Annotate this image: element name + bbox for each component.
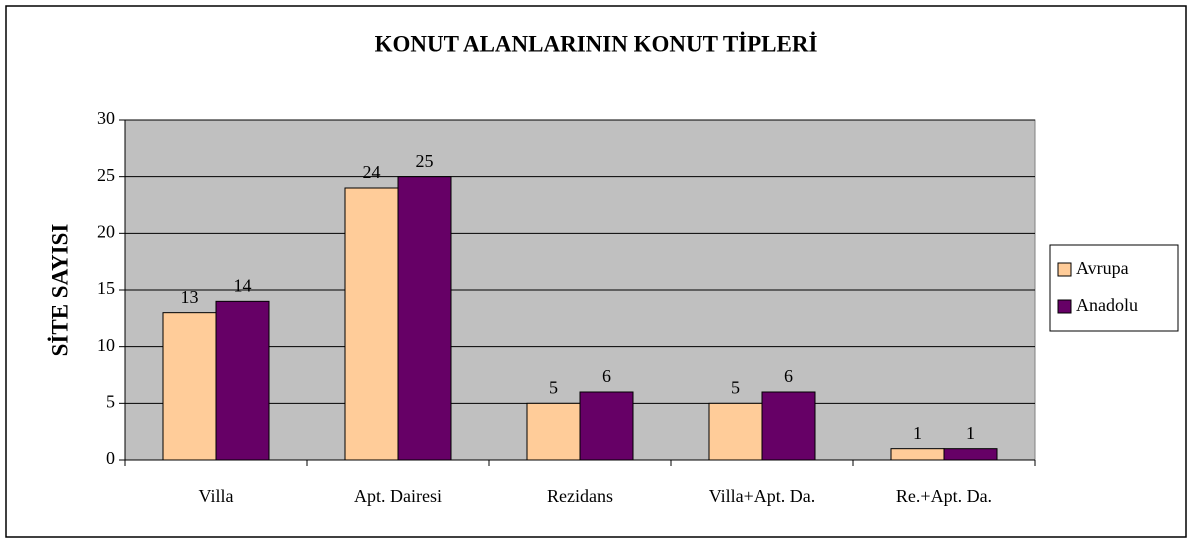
legend-label: Avrupa [1076,258,1129,278]
chart-title: KONUT ALANLARININ KONUT TİPLERİ [375,31,818,56]
bar [890,448,945,461]
data-label: 14 [234,275,252,295]
bar [761,391,816,461]
y-tick-label: 15 [97,278,115,298]
bar [397,176,452,461]
x-tick-label: Villa+Apt. Da. [709,486,816,506]
x-tick-label: Villa [199,486,234,506]
y-tick-label: 0 [106,448,115,468]
bar [579,391,634,461]
data-label: 5 [549,377,558,397]
legend-swatch [1057,262,1072,277]
bar [215,300,270,461]
legend [1049,244,1179,332]
bar [344,187,399,461]
data-label: 25 [416,151,434,171]
bar [708,402,763,461]
y-tick-label: 20 [97,221,115,241]
data-label: 24 [363,162,381,182]
y-axis-label: SİTE SAYISI [47,224,72,357]
data-label: 1 [966,423,975,443]
data-label: 6 [602,366,611,386]
x-tick-label: Apt. Dairesi [354,486,442,506]
y-tick-label: 10 [97,335,115,355]
y-tick-label: 25 [97,165,115,185]
data-label: 1 [913,423,922,443]
bar [943,448,998,461]
legend-label: Anadolu [1076,295,1138,315]
data-label: 13 [181,287,199,307]
legend-swatch [1057,299,1072,314]
data-label: 6 [784,366,793,386]
x-tick-label: Rezidans [547,486,613,506]
bar [162,312,217,461]
x-tick-label: Re.+Apt. Da. [896,486,992,506]
bar [526,402,581,461]
y-tick-label: 30 [97,108,115,128]
y-tick-label: 5 [106,391,115,411]
data-label: 5 [731,377,740,397]
